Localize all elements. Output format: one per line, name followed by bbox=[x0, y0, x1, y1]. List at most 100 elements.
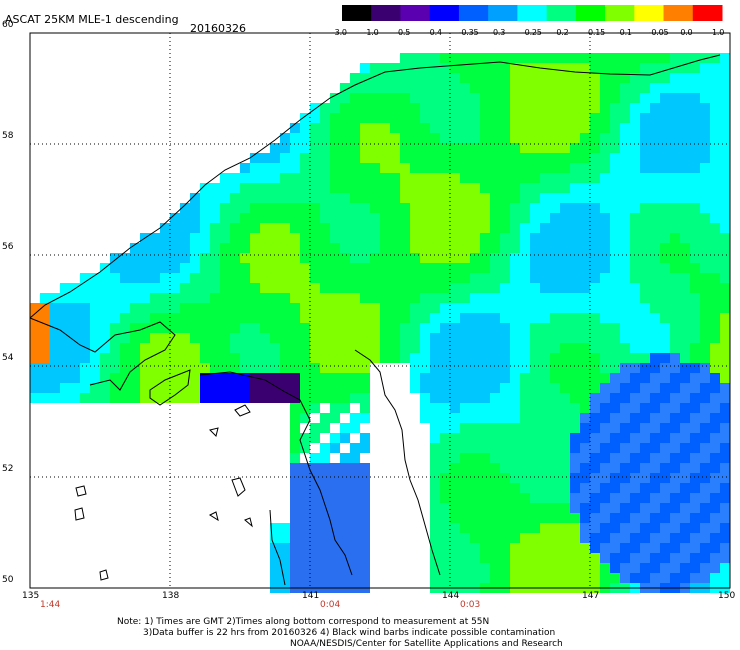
data-cell bbox=[430, 243, 440, 253]
data-cell bbox=[470, 463, 480, 473]
longitude-label: 135 bbox=[22, 591, 40, 601]
data-cell bbox=[590, 113, 600, 123]
data-cell bbox=[140, 393, 150, 403]
data-cell bbox=[290, 433, 300, 443]
data-cell bbox=[580, 313, 590, 323]
data-cell bbox=[210, 233, 220, 243]
data-cell bbox=[520, 313, 530, 323]
data-cell bbox=[580, 103, 590, 113]
data-cell bbox=[520, 463, 530, 473]
data-cell bbox=[420, 203, 430, 213]
data-cell bbox=[400, 283, 410, 293]
data-cell bbox=[430, 503, 440, 513]
data-cell bbox=[480, 263, 490, 273]
data-cell bbox=[670, 153, 680, 163]
data-cell bbox=[320, 333, 330, 343]
data-cell bbox=[310, 553, 320, 563]
data-cell bbox=[190, 383, 200, 393]
data-cell bbox=[700, 373, 710, 383]
data-cell bbox=[170, 233, 180, 243]
data-cell bbox=[450, 133, 460, 143]
data-cell bbox=[80, 303, 90, 313]
data-cell bbox=[40, 343, 50, 353]
data-cell bbox=[240, 273, 250, 283]
data-cell bbox=[660, 153, 670, 163]
data-cell bbox=[360, 473, 370, 483]
data-cell bbox=[700, 253, 710, 263]
data-cell bbox=[500, 433, 510, 443]
data-cell bbox=[600, 313, 610, 323]
data-cell bbox=[620, 163, 630, 173]
data-cell bbox=[360, 343, 370, 353]
data-cell bbox=[680, 473, 690, 483]
data-cell bbox=[350, 563, 360, 573]
data-cell bbox=[690, 83, 700, 93]
data-cell bbox=[110, 273, 120, 283]
data-cell bbox=[470, 123, 480, 133]
data-cell bbox=[430, 103, 440, 113]
data-cell bbox=[100, 293, 110, 303]
data-cell bbox=[660, 393, 670, 403]
data-cell bbox=[420, 243, 430, 253]
data-cell bbox=[680, 513, 690, 523]
data-cell bbox=[280, 143, 290, 153]
data-cell bbox=[350, 273, 360, 283]
data-cell bbox=[710, 413, 720, 423]
data-cell bbox=[610, 263, 620, 273]
data-cell bbox=[560, 513, 570, 523]
data-cell bbox=[540, 183, 550, 193]
data-cell bbox=[540, 483, 550, 493]
data-cell bbox=[600, 423, 610, 433]
data-cell bbox=[630, 123, 640, 133]
data-cell bbox=[460, 93, 470, 103]
data-cell bbox=[320, 463, 330, 473]
data-cell bbox=[200, 203, 210, 213]
data-cell bbox=[100, 273, 110, 283]
data-cell bbox=[520, 163, 530, 173]
data-cell bbox=[250, 303, 260, 313]
data-cell bbox=[330, 493, 340, 503]
data-cell bbox=[680, 243, 690, 253]
data-cell bbox=[240, 223, 250, 233]
data-cell bbox=[710, 193, 720, 203]
data-cell bbox=[250, 353, 260, 363]
data-cell bbox=[630, 143, 640, 153]
data-cell bbox=[360, 363, 370, 373]
data-cell bbox=[210, 203, 220, 213]
data-cell bbox=[340, 213, 350, 223]
data-cell bbox=[710, 523, 720, 533]
data-cell bbox=[240, 323, 250, 333]
data-cell bbox=[650, 303, 660, 313]
data-cell bbox=[420, 343, 430, 353]
data-cell bbox=[300, 463, 310, 473]
data-cell bbox=[60, 293, 70, 303]
data-cell bbox=[590, 173, 600, 183]
data-cell bbox=[520, 573, 530, 583]
data-cell bbox=[720, 313, 730, 323]
data-cell bbox=[530, 363, 540, 373]
data-cell bbox=[720, 173, 730, 183]
data-cell bbox=[420, 413, 430, 423]
data-cell bbox=[240, 193, 250, 203]
data-cell bbox=[660, 243, 670, 253]
data-cell bbox=[680, 503, 690, 513]
data-cell bbox=[520, 273, 530, 283]
data-cell bbox=[360, 153, 370, 163]
data-cell bbox=[720, 113, 730, 123]
data-cell bbox=[130, 293, 140, 303]
note-line-2: 3)Data buffer is 22 hrs from 20160326 4)… bbox=[143, 628, 556, 638]
data-cell bbox=[550, 463, 560, 473]
data-cell bbox=[400, 303, 410, 313]
data-cell bbox=[570, 133, 580, 143]
data-cell bbox=[540, 523, 550, 533]
data-cell bbox=[440, 173, 450, 183]
data-cell bbox=[510, 443, 520, 453]
data-cell bbox=[720, 153, 730, 163]
data-cell bbox=[330, 243, 340, 253]
data-cell bbox=[90, 393, 100, 403]
data-cell bbox=[290, 403, 300, 413]
data-cell bbox=[600, 223, 610, 233]
data-cell bbox=[550, 53, 560, 63]
data-cell bbox=[650, 383, 660, 393]
data-cell bbox=[570, 73, 580, 83]
